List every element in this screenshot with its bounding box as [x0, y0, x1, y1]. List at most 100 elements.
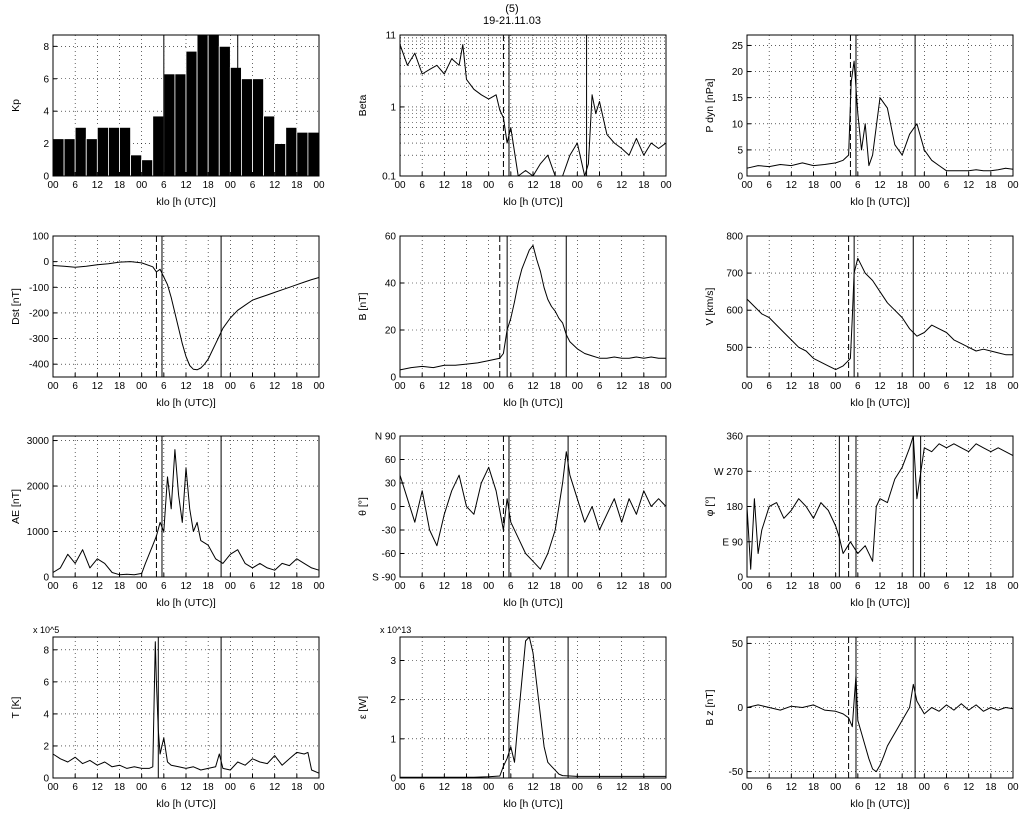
x-tick-label: 18 [291, 581, 303, 592]
y-axis-label: T [K] [10, 696, 22, 718]
x-tick-label: 12 [874, 381, 886, 392]
x-tick-label: 00 [136, 782, 148, 793]
series-line [400, 636, 666, 778]
x-tick-label: 12 [180, 381, 192, 392]
x-tick-label: 6 [766, 782, 772, 793]
x-tick-label: 6 [597, 180, 603, 191]
x-tick-label: 18 [638, 180, 650, 191]
x-tick-label: 12 [180, 782, 192, 793]
x-tick-label: 18 [550, 381, 562, 392]
x-tick-label: 18 [808, 381, 820, 392]
bar [63, 138, 76, 177]
x-tick-label: 00 [572, 581, 584, 592]
x-tick-label: 00 [919, 180, 931, 191]
series-line [399, 451, 667, 570]
plot-frame [52, 435, 320, 578]
x-tick-label: 6 [250, 180, 256, 191]
y-tick-label: 0 [43, 573, 49, 584]
bar [119, 126, 131, 177]
x-tick-label: 12 [616, 782, 628, 793]
y-tick-label: 6 [43, 74, 49, 85]
x-tick-label: 00 [741, 782, 753, 793]
x-tick-label: 00 [47, 180, 59, 191]
x-tick-label: 6 [944, 180, 950, 191]
x-tick-label: 00 [1007, 581, 1019, 592]
y-tick-label: 0 [737, 703, 743, 714]
x-tick-label: 18 [985, 381, 997, 392]
x-axis-label: klo [h (UTC)] [503, 597, 563, 609]
x-tick-label: 6 [944, 782, 950, 793]
y-tick-label: -200 [29, 308, 49, 319]
x-tick-label: 6 [161, 581, 167, 592]
y-axis-label: P dyn [nPa] [704, 78, 716, 132]
y-axis-label: Dst [nT] [10, 288, 22, 325]
bar [174, 73, 187, 177]
x-tick-label: 6 [855, 381, 861, 392]
x-tick-label: 12 [180, 581, 192, 592]
x-tick-label: 18 [897, 581, 909, 592]
x-tick-label: 00 [919, 381, 931, 392]
plot-frame [746, 235, 1014, 378]
x-axis-label: klo [h (UTC)] [156, 196, 216, 208]
y-axis-label: ε [W] [357, 696, 369, 719]
x-tick-label: 00 [225, 180, 237, 191]
y-tick-label: 3000 [27, 436, 50, 447]
x-tick-label: 6 [766, 180, 772, 191]
y-tick-label: 1000 [27, 527, 50, 538]
x-tick-label: 18 [550, 581, 562, 592]
figure-number: (5) [505, 3, 519, 15]
x-tick-label: 18 [808, 180, 820, 191]
bar [108, 126, 120, 177]
x-tick-label: 00 [394, 381, 406, 392]
x-tick-label: 6 [508, 180, 514, 191]
panel-ae: 00 6 12 18 00 6 12 18 00 6 12 18 000100020003000klo … [10, 435, 325, 609]
y-tick-label: 0 [390, 774, 396, 785]
bar [196, 34, 209, 177]
x-tick-label: 12 [616, 381, 628, 392]
x-tick-label: 6 [72, 381, 78, 392]
x-tick-label: 00 [394, 581, 406, 592]
y-tick-label: 700 [726, 269, 743, 280]
x-axis-label: klo [h (UTC)] [156, 597, 216, 609]
x-tick-label: 00 [225, 782, 237, 793]
series-line [52, 641, 320, 774]
series-line [746, 435, 1014, 570]
bar [274, 143, 287, 177]
plot-frame [399, 34, 667, 177]
x-tick-label: 18 [638, 581, 650, 592]
y-tick-label: 20 [385, 326, 397, 337]
x-tick-label: 6 [250, 381, 256, 392]
series-line [746, 60, 1014, 172]
x-tick-label: 12 [527, 581, 539, 592]
y-tick-label: 0 [737, 573, 743, 584]
bar [96, 126, 109, 177]
x-axis-label: klo [h (UTC)] [156, 798, 216, 810]
x-tick-label: 12 [269, 381, 281, 392]
x-tick-label: 12 [963, 782, 975, 793]
y-axis-label: Beta [357, 95, 369, 117]
y-tick-label: 3 [390, 656, 396, 667]
series-line [52, 261, 320, 371]
bar [207, 34, 220, 177]
y-tick-label: 25 [732, 41, 744, 52]
x-tick-label: 00 [394, 782, 406, 793]
x-tick-label: 12 [786, 782, 798, 793]
x-tick-label: 00 [313, 381, 325, 392]
y-tick-label: W 270 [714, 467, 743, 478]
x-tick-label: 6 [161, 180, 167, 191]
y-axis-label: V [km/s] [704, 287, 716, 325]
x-tick-label: 6 [419, 381, 425, 392]
panel-bz: 00 6 12 18 00 6 12 18 00 6 12 18 00 -50 0 50 klo [h (UTC… [704, 636, 1019, 810]
y-tick-label: 60 [385, 455, 397, 466]
y-tick-label: 360 [726, 432, 743, 443]
x-tick-label: 18 [291, 180, 303, 191]
y-tick-label: 30 [385, 479, 397, 490]
y-axis-label: AE [nT] [10, 489, 22, 524]
series-line [746, 675, 1014, 773]
y-tick-label: 1 [390, 102, 396, 113]
x-tick-label: 00 [1007, 381, 1019, 392]
x-tick-label: 00 [483, 180, 495, 191]
x-tick-label: 00 [830, 381, 842, 392]
